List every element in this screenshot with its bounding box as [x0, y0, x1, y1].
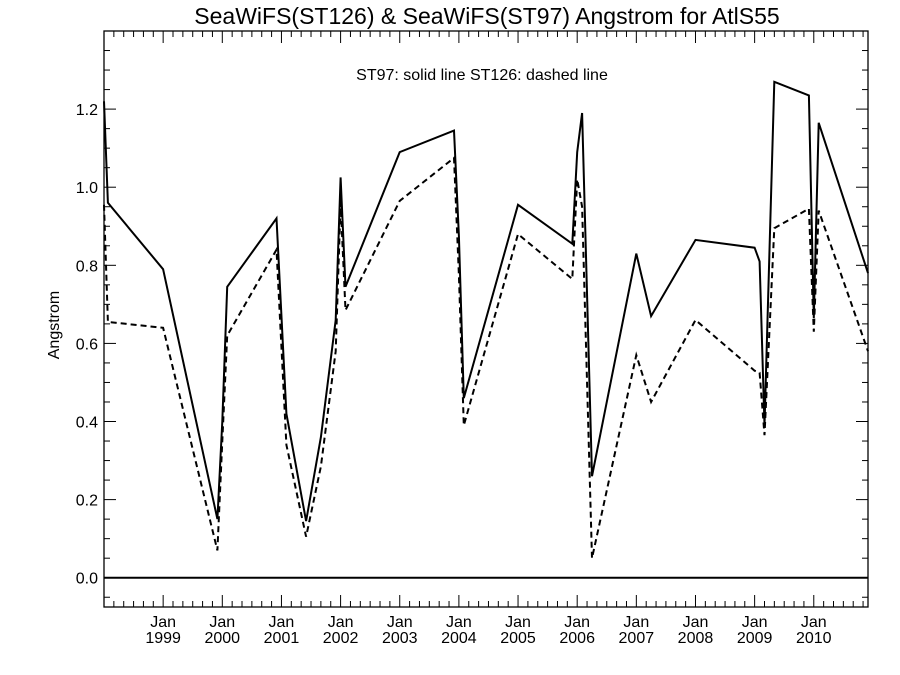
x-tick-month-label: Jan	[564, 614, 590, 631]
x-tick-month-label: Jan	[505, 614, 531, 631]
x-tick-year-label: 2006	[559, 630, 595, 647]
legend-annotation: ST97: solid line ST126: dashed line	[356, 67, 608, 84]
x-tick-month-label: Jan	[446, 614, 472, 631]
chart-title: SeaWiFS(ST126) & SeaWiFS(ST97) Angstrom …	[194, 3, 779, 29]
x-tick-month-label: Jan	[801, 614, 827, 631]
x-tick-year-label: 2010	[796, 630, 832, 647]
y-tick-label: 0.0	[76, 571, 98, 588]
x-tick-month-label: Jan	[623, 614, 649, 631]
series-lines	[103, 80, 869, 559]
x-tick-month-label: Jan	[387, 614, 413, 631]
x-tick-year-label: 1999	[145, 630, 181, 647]
x-tick-month-label: Jan	[328, 614, 354, 631]
series-line-st97	[103, 80, 869, 522]
axis-ticks: 0.00.20.40.60.81.01.2Jan1999Jan2000Jan20…	[76, 31, 868, 647]
x-tick-year-label: 2003	[382, 630, 418, 647]
x-tick-month-label: Jan	[742, 614, 768, 631]
y-tick-label: 1.2	[76, 102, 98, 119]
x-tick-year-label: 2009	[737, 630, 773, 647]
y-tick-label: 0.8	[76, 258, 98, 275]
x-tick-year-label: 2004	[441, 630, 477, 647]
y-tick-label: 1.0	[76, 180, 98, 197]
x-tick-year-label: 2005	[500, 630, 536, 647]
x-tick-year-label: 2008	[678, 630, 714, 647]
y-tick-label: 0.6	[76, 336, 98, 353]
x-tick-year-label: 2001	[264, 630, 300, 647]
series-line-st126	[103, 155, 869, 559]
x-tick-month-label: Jan	[150, 614, 176, 631]
plot-frame	[103, 30, 869, 608]
x-tick-year-label: 2002	[323, 630, 359, 647]
y-tick-label: 0.4	[76, 415, 98, 432]
y-tick-label: 0.2	[76, 493, 98, 510]
x-tick-month-label: Jan	[269, 614, 295, 631]
y-axis-label: Angstrom	[46, 291, 63, 359]
x-tick-month-label: Jan	[209, 614, 235, 631]
x-tick-year-label: 2000	[204, 630, 240, 647]
x-tick-month-label: Jan	[683, 614, 709, 631]
x-tick-year-label: 2007	[619, 630, 655, 647]
